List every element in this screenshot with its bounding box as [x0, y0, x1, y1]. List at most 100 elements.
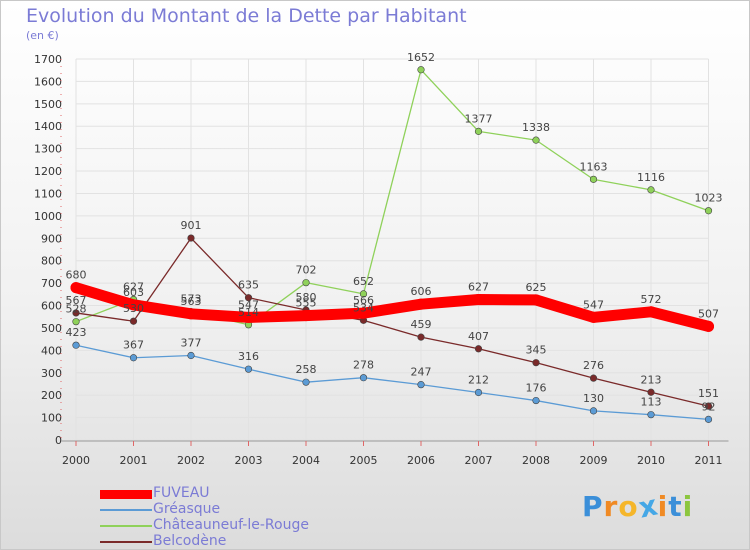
- data-label: 377: [181, 337, 202, 350]
- y-tick-label: 0: [55, 434, 62, 447]
- data-point: [473, 293, 484, 305]
- data-point: [474, 388, 483, 397]
- data-point: [532, 136, 540, 144]
- y-tick-label: 1100: [34, 187, 62, 200]
- data-label: 555: [296, 297, 317, 310]
- data-point: [647, 411, 655, 419]
- x-tick-label: 2004: [292, 454, 320, 467]
- data-label: 580: [296, 291, 317, 304]
- x-tick-label: 2010: [637, 454, 665, 467]
- data-point: [647, 388, 655, 396]
- y-tick-label: 500: [41, 322, 62, 335]
- data-point: [474, 345, 483, 353]
- logo-letter: r: [603, 490, 619, 523]
- legend-swatch: [100, 541, 152, 543]
- y-tick-label: 1000: [34, 210, 62, 223]
- data-point: [129, 354, 138, 362]
- x-tick-label: 2003: [235, 454, 263, 467]
- data-label: 507: [698, 307, 719, 320]
- data-point: [302, 378, 310, 386]
- data-point: [417, 333, 425, 341]
- series-line-ch-teauneuf-le-rouge: [75, 69, 710, 326]
- y-tick-label: 1400: [34, 120, 62, 133]
- data-label: 1116: [637, 171, 665, 184]
- data-label: 459: [411, 318, 432, 331]
- data-label: 563: [181, 295, 202, 308]
- y-tick-label: 600: [41, 300, 62, 313]
- data-point: [359, 374, 368, 382]
- data-point: [72, 318, 80, 326]
- data-point: [300, 310, 312, 322]
- data-label: 528: [66, 303, 87, 316]
- data-label: 316: [238, 350, 259, 363]
- logo-letter: i: [682, 490, 694, 523]
- data-point: [645, 306, 657, 318]
- x-tick-label: 2008: [522, 454, 550, 467]
- x-tick-label: 2009: [580, 454, 608, 467]
- data-point: [647, 186, 655, 194]
- data-label: 530: [123, 302, 144, 315]
- data-label: 1652: [407, 51, 435, 64]
- data-label: 547: [238, 298, 259, 311]
- legend-swatch: [100, 509, 152, 511]
- y-tick-label: 900: [41, 232, 62, 245]
- data-point: [474, 127, 483, 135]
- data-label: 423: [66, 326, 87, 339]
- data-label: 572: [641, 293, 662, 306]
- y-tick-label: 300: [41, 367, 62, 380]
- data-label: 258: [296, 363, 317, 376]
- data-point: [359, 290, 368, 298]
- data-point: [532, 396, 540, 405]
- data-label: 92: [702, 400, 716, 413]
- data-label: 606: [411, 285, 432, 298]
- y-tick-label: 100: [41, 412, 62, 425]
- data-label: 367: [123, 339, 144, 352]
- logo-letter: P: [582, 490, 604, 523]
- data-point: [187, 234, 195, 242]
- data-label: 635: [238, 279, 259, 292]
- logo-letter: i: [657, 490, 669, 523]
- data-label: 567: [66, 294, 87, 307]
- x-tick-label: 2005: [350, 454, 378, 467]
- data-point: [417, 381, 425, 389]
- data-point: [70, 282, 82, 294]
- legend-swatch: [100, 525, 152, 527]
- data-point: [588, 311, 599, 323]
- data-point: [530, 294, 542, 306]
- data-point: [72, 309, 80, 317]
- logo-letter: o: [618, 490, 639, 523]
- x-tick-label: 2006: [407, 454, 435, 467]
- data-label: 130: [583, 392, 604, 405]
- logo-letter: t: [668, 490, 683, 523]
- x-tick-label: 2000: [62, 454, 90, 467]
- data-point: [187, 351, 195, 360]
- data-point: [185, 308, 197, 320]
- y-tick-label: 1500: [34, 98, 62, 111]
- legend-label: Belcodène: [153, 533, 227, 549]
- y-tick-label: 1300: [34, 143, 62, 156]
- x-tick-label: 2011: [695, 454, 723, 467]
- data-point: [704, 207, 713, 215]
- data-label: 1023: [695, 192, 723, 205]
- y-tick-label: 700: [41, 277, 62, 290]
- data-label: 625: [526, 281, 547, 294]
- data-label: 113: [641, 396, 662, 409]
- y-tick-label: 400: [41, 344, 62, 357]
- data-label: 702: [296, 264, 317, 277]
- data-label: 247: [411, 366, 432, 379]
- data-point: [244, 294, 253, 302]
- chart-subtitle: (en €): [26, 29, 59, 42]
- proxiti-logo: Proxiti: [582, 488, 694, 524]
- data-label: 407: [468, 330, 489, 343]
- legend-label: Gréasque: [153, 501, 221, 517]
- data-point: [243, 311, 254, 323]
- data-point: [589, 175, 598, 183]
- data-label: 345: [526, 344, 547, 357]
- data-label: 1377: [465, 112, 493, 125]
- data-label: 566: [353, 294, 374, 307]
- data-label: 627: [123, 280, 144, 293]
- x-tick-label: 2007: [465, 454, 493, 467]
- y-tick-label: 1700: [34, 53, 62, 66]
- data-label: 680: [66, 269, 87, 282]
